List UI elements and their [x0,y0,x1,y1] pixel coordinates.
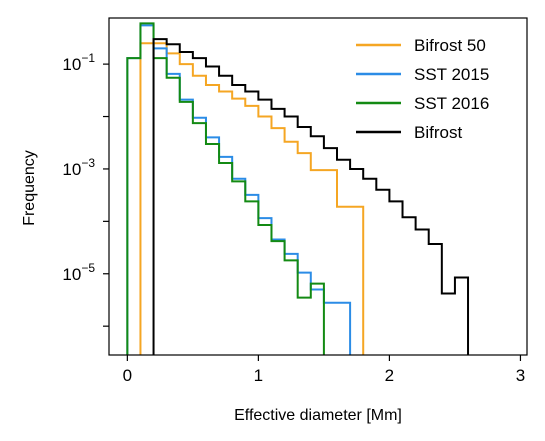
plot-series [126,22,470,355]
x-tick-label: 0 [123,366,132,385]
x-tick-label: 2 [385,366,394,385]
series-line-bifrost [152,38,470,355]
series-line-sst-2015 [126,24,352,355]
series-line-sst-2016 [126,22,325,355]
y-tick-label: 10−1 [62,51,95,74]
x-axis: 0 1 2 3 [123,355,525,385]
y-axis: 10−1 10−3 10−5 [62,51,109,327]
series-line-bifrost-50 [139,42,365,355]
x-tick-label: 1 [254,366,263,385]
legend-label: SST 2015 [414,65,489,84]
x-tick-label: 3 [516,366,525,385]
plot-frame [108,17,528,356]
y-tick-label: 10−3 [62,156,95,179]
legend-label: Bifrost [414,123,462,142]
x-axis-label: Effective diameter [Mm] [234,407,402,424]
legend: Bifrost 50 SST 2015 SST 2016 Bifrost [356,36,489,142]
y-axis-label: Frequency [21,150,38,226]
y-tick-label: 10−5 [62,261,95,284]
legend-label: SST 2016 [414,94,489,113]
legend-label: Bifrost 50 [414,36,486,55]
